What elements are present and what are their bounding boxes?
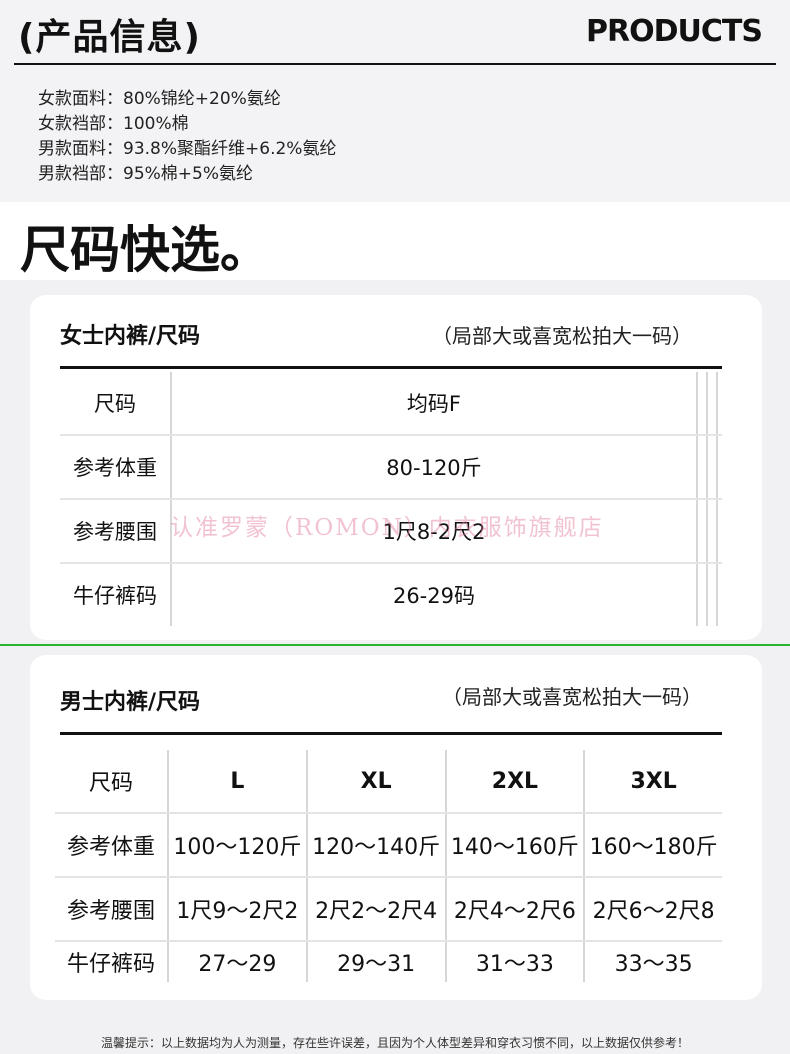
women-size-table: 尺码 均码F 参考体重 80-120斤 参考腰围 1尺8-2尺2 牛仔裤码 26-29码 bbox=[60, 372, 722, 626]
row-label: 参考腰围 bbox=[60, 499, 171, 564]
table-cell: 27～29 bbox=[167, 941, 307, 982]
green-divider bbox=[0, 644, 790, 646]
table-row: 参考腰围 1尺8-2尺2 bbox=[60, 499, 722, 564]
table-cell bbox=[715, 499, 722, 564]
table-cell: 2尺2～2尺4 bbox=[305, 877, 446, 942]
header-divider bbox=[14, 63, 776, 65]
table-cell: 3XL bbox=[583, 750, 722, 814]
table-row: 参考体重 100～120斤 120～140斤 140～160斤 160～180斤 bbox=[55, 813, 722, 878]
table-cell: 26-29码 bbox=[170, 563, 697, 626]
women-size-note: （局部大或喜宽松拍大一码） bbox=[432, 324, 692, 348]
table-cell bbox=[705, 435, 717, 500]
material-line: 女款面料：80%锦纶+20%氨纶 bbox=[38, 89, 281, 109]
table-cell: 2尺6～2尺8 bbox=[583, 877, 722, 942]
size-quick-select-banner: 尺码快选。 bbox=[0, 202, 790, 280]
material-line: 女款裆部：100%棉 bbox=[38, 114, 189, 134]
materials-list: 女款面料：80%锦纶+20%氨纶 女款裆部：100%棉 男款面料：93.8%聚酯… bbox=[38, 87, 336, 187]
women-title-rule bbox=[60, 366, 722, 369]
row-label: 参考体重 bbox=[60, 435, 171, 500]
table-row: 参考腰围 1尺9～2尺2 2尺2～2尺4 2尺4～2尺6 2尺6～2尺8 bbox=[55, 877, 722, 942]
table-cell: 2XL bbox=[444, 750, 585, 814]
table-row: 尺码 L XL 2XL 3XL bbox=[55, 750, 722, 814]
table-cell: 80-120斤 bbox=[170, 435, 697, 500]
table-row: 尺码 均码F bbox=[60, 372, 722, 436]
material-line: 男款面料：93.8%聚酯纤维+6.2%氨纶 bbox=[38, 139, 337, 159]
table-cell: 120～140斤 bbox=[305, 813, 446, 878]
table-cell: 160～180斤 bbox=[583, 813, 722, 878]
row-label: 参考腰围 bbox=[55, 877, 168, 942]
table-cell: 1尺9～2尺2 bbox=[167, 877, 307, 942]
section-title-en: PRODUCTS bbox=[586, 14, 763, 49]
table-cell: 33～35 bbox=[583, 941, 722, 982]
table-cell bbox=[715, 372, 722, 436]
men-size-note: （局部大或喜宽松拍大一码） bbox=[442, 685, 702, 709]
product-info-section: (产品信息) PRODUCTS 女款面料：80%锦纶+20%氨纶 女款裆部：10… bbox=[0, 0, 790, 202]
table-cell bbox=[695, 372, 707, 436]
row-label: 参考体重 bbox=[55, 813, 168, 878]
table-cell bbox=[695, 435, 707, 500]
men-size-table: 尺码 L XL 2XL 3XL 参考体重 100～120斤 120～140斤 140～160斤… bbox=[55, 750, 722, 982]
table-cell: 29～31 bbox=[305, 941, 446, 982]
table-cell: L bbox=[167, 750, 307, 814]
table-cell bbox=[715, 563, 722, 626]
table-row: 牛仔裤码 26-29码 bbox=[60, 563, 722, 626]
table-cell: 均码F bbox=[170, 372, 697, 436]
row-label: 尺码 bbox=[60, 372, 171, 436]
footer-note: 温馨提示：以上数据均为人为测量，存在些许误差，且因为个人体型差异和穿衣习惯不同，… bbox=[100, 1036, 689, 1050]
table-cell: 2尺4～2尺6 bbox=[444, 877, 585, 942]
quick-select-title: 尺码快选。 bbox=[20, 221, 270, 279]
table-cell: 31～33 bbox=[444, 941, 585, 982]
row-label: 牛仔裤码 bbox=[66, 952, 155, 977]
row-label: 牛仔裤码 bbox=[73, 584, 157, 608]
table-cell: 140～160斤 bbox=[444, 813, 585, 878]
table-cell bbox=[705, 563, 717, 626]
table-cell bbox=[705, 499, 717, 564]
men-size-title: 男士内裤/尺码 bbox=[60, 690, 201, 715]
table-cell bbox=[695, 563, 707, 626]
material-line: 男款裆部：95%棉+5%氨纶 bbox=[38, 164, 253, 184]
table-cell: 1尺8-2尺2 bbox=[170, 499, 697, 564]
women-size-title: 女士内裤/尺码 bbox=[60, 324, 201, 349]
table-cell: 100～120斤 bbox=[167, 813, 307, 878]
table-cell bbox=[695, 499, 707, 564]
section-title: (产品信息) bbox=[18, 17, 201, 58]
row-label: 尺码 bbox=[55, 750, 168, 814]
table-cell bbox=[705, 372, 717, 436]
men-title-rule bbox=[60, 732, 722, 735]
table-row: 牛仔裤码 27～29 29～31 31～33 33～35 bbox=[55, 941, 722, 982]
table-cell bbox=[715, 435, 722, 500]
table-row: 参考体重 80-120斤 bbox=[60, 435, 722, 500]
table-cell: XL bbox=[305, 750, 446, 814]
